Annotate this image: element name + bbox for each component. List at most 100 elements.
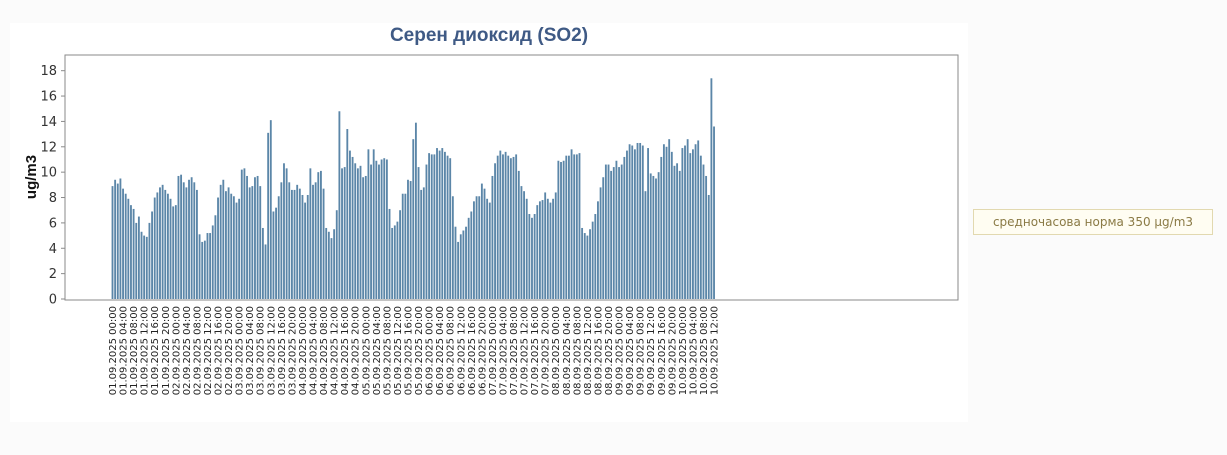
bar <box>333 229 336 299</box>
bar <box>372 149 375 299</box>
bar <box>502 154 504 299</box>
bar <box>615 160 618 299</box>
bar <box>166 193 169 299</box>
x-tick-label: 03.09.2025 08:00 <box>256 306 267 395</box>
bar <box>684 145 686 299</box>
bar <box>470 211 473 299</box>
bar <box>636 142 639 299</box>
bar <box>507 155 510 299</box>
bar <box>713 126 715 300</box>
bar <box>499 150 502 299</box>
bar <box>169 198 172 299</box>
y-tick-label: 12 <box>40 140 57 155</box>
x-tick-label: 03.09.2025 04:00 <box>245 306 256 395</box>
bar <box>130 205 132 299</box>
bar <box>364 175 367 299</box>
x-tick-label: 03.09.2025 00:00 <box>235 306 246 395</box>
x-tick-label: 06.09.2025 12:00 <box>456 306 467 395</box>
bar <box>190 177 193 299</box>
bar <box>346 129 349 299</box>
x-tick-label: 04.09.2025 08:00 <box>319 306 330 395</box>
y-tick-label: 14 <box>40 115 57 130</box>
bar <box>341 168 343 299</box>
bar <box>631 145 634 299</box>
bar <box>544 192 547 299</box>
bar <box>673 165 676 299</box>
bar <box>248 187 251 299</box>
bar <box>710 78 713 299</box>
bar <box>391 227 394 299</box>
bar <box>238 198 241 299</box>
bar <box>135 222 138 299</box>
bar <box>446 155 449 299</box>
bar <box>554 192 557 299</box>
bar <box>557 160 560 299</box>
x-tick-label: 09.09.2025 12:00 <box>646 306 657 395</box>
bar <box>422 187 425 299</box>
bar <box>523 191 525 299</box>
bar <box>465 226 467 299</box>
x-tick-label: 07.09.2025 08:00 <box>509 306 520 395</box>
x-tick-label: 03.09.2025 12:00 <box>266 306 277 395</box>
x-tick-label: 02.09.2025 12:00 <box>203 306 214 395</box>
bar <box>367 149 370 299</box>
bar <box>122 188 124 299</box>
bar <box>198 234 201 299</box>
x-tick-label: 02.09.2025 20:00 <box>224 306 235 395</box>
bar <box>597 201 599 299</box>
bar <box>312 184 314 299</box>
x-tick-label: 07.09.2025 20:00 <box>541 306 552 395</box>
x-tick-label: 05.09.2025 20:00 <box>414 306 425 395</box>
bar <box>652 175 655 299</box>
bar <box>193 182 196 299</box>
bar <box>285 168 288 299</box>
bar <box>573 154 576 299</box>
bar <box>533 214 536 299</box>
bar <box>480 183 483 299</box>
bar <box>628 144 631 299</box>
x-tick-label: 08.09.2025 12:00 <box>583 306 594 395</box>
bar <box>639 142 642 299</box>
bar <box>251 186 254 299</box>
bar <box>174 205 177 299</box>
bar <box>116 183 119 299</box>
x-tick-label: 08.09.2025 08:00 <box>572 306 583 395</box>
bar <box>277 196 280 299</box>
x-tick-label: 05.09.2025 12:00 <box>393 306 404 395</box>
bar <box>127 198 130 299</box>
x-tick-label: 02.09.2025 04:00 <box>182 306 193 395</box>
bar <box>288 182 291 299</box>
bar <box>459 234 462 299</box>
bar <box>153 197 156 299</box>
x-tick-label: 07.09.2025 00:00 <box>488 306 499 395</box>
x-tick-label: 07.09.2025 12:00 <box>520 306 531 395</box>
bar <box>488 202 491 299</box>
chart-panel: Серен диоксид (SO2) 0 2 4 6 8 10 12 14 16 18 01.0… <box>10 23 968 422</box>
bar <box>362 177 365 299</box>
x-tick-label: 04.09.2025 12:00 <box>330 306 341 395</box>
bar <box>549 202 552 299</box>
bar <box>623 156 626 299</box>
bar <box>370 164 372 299</box>
bar <box>681 148 684 299</box>
bar <box>272 211 275 299</box>
bar <box>417 167 420 299</box>
x-tick-label: 06.09.2025 04:00 <box>435 306 446 395</box>
bar <box>512 156 515 299</box>
x-tick-label: 10.09.2025 12:00 <box>710 306 721 395</box>
bar <box>401 193 404 299</box>
bar <box>692 149 694 299</box>
bar <box>317 172 320 299</box>
bar <box>145 236 148 299</box>
bar <box>185 187 188 299</box>
bar <box>594 214 597 299</box>
bar <box>604 164 607 299</box>
bar <box>359 165 362 299</box>
bar <box>296 184 299 299</box>
bar <box>393 225 396 299</box>
bar <box>694 144 697 299</box>
bar <box>254 177 256 299</box>
x-tick-label: 04.09.2025 20:00 <box>351 306 362 395</box>
y-tick-label: 10 <box>40 166 57 181</box>
bar <box>227 187 230 299</box>
